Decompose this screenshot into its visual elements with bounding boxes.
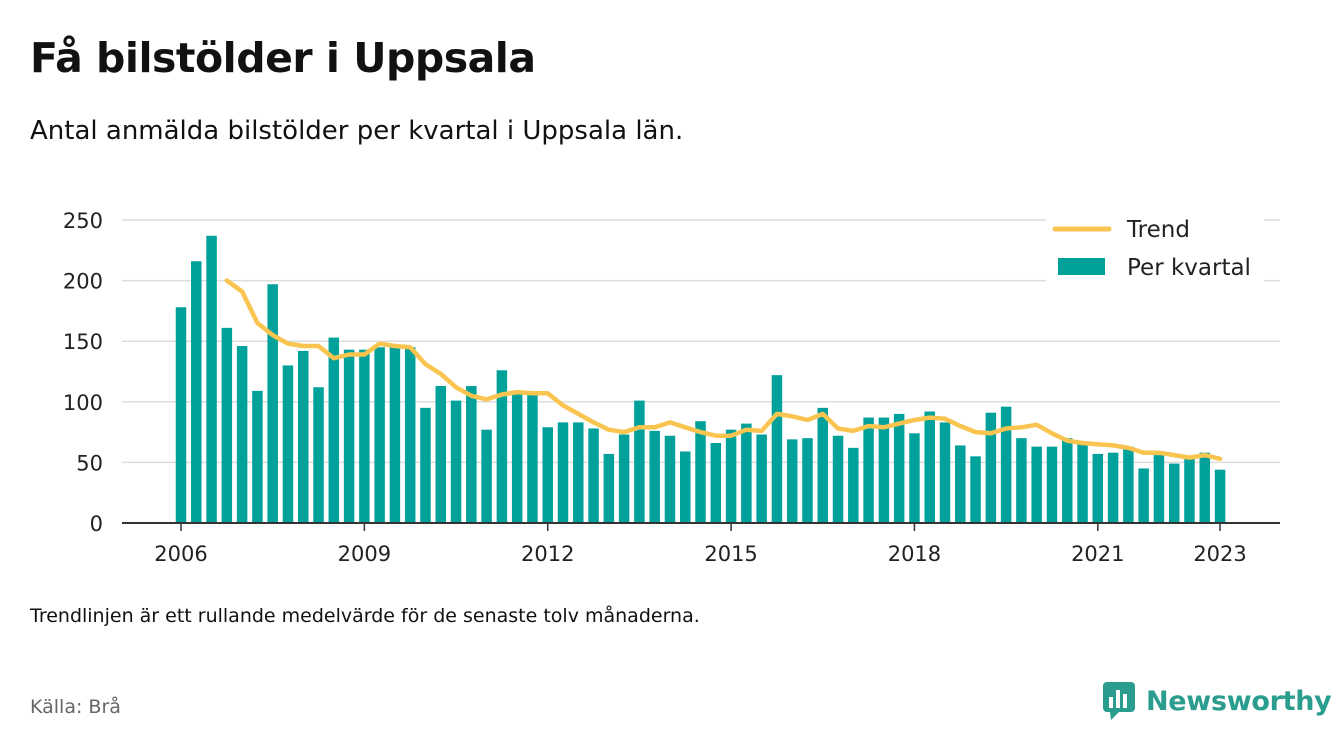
- bar: [236, 346, 248, 523]
- y-tick-label: 250: [63, 209, 103, 233]
- x-tick-label: 2021: [1071, 542, 1124, 566]
- bar: [786, 439, 798, 523]
- bar: [634, 400, 645, 523]
- bar: [435, 386, 447, 523]
- bar: [832, 435, 844, 523]
- x-tick-label: 2009: [338, 542, 391, 566]
- bar: [297, 350, 309, 523]
- bar: [939, 422, 951, 523]
- legend: Trend Per kvartal: [1046, 212, 1264, 282]
- x-tick-label: 2015: [704, 542, 757, 566]
- bar: [848, 447, 859, 523]
- x-tick-label: 2018: [888, 542, 941, 566]
- bar: [1046, 446, 1058, 523]
- y-tick-label: 0: [90, 512, 103, 536]
- bar: [603, 453, 615, 523]
- bar: [466, 386, 477, 523]
- brand-name: Newsworthy: [1146, 685, 1332, 717]
- bar-series: [175, 235, 1226, 523]
- bar: [191, 261, 202, 523]
- bar: [679, 451, 691, 523]
- bar: [252, 390, 263, 523]
- x-axis-ticks: 2006 2009 2012 2015 2018 2021 2023: [154, 523, 1247, 566]
- y-tick-label: 50: [76, 451, 103, 475]
- source-label: Källa: Brå: [30, 696, 121, 718]
- bar: [206, 235, 217, 523]
- bar: [817, 407, 829, 523]
- bar: [481, 429, 492, 523]
- bar: [1184, 458, 1195, 523]
- bar: [343, 349, 355, 523]
- bar: [955, 445, 966, 523]
- bar: [802, 438, 813, 523]
- bar: [1092, 453, 1104, 523]
- bar: [374, 347, 385, 523]
- bar: [496, 370, 508, 523]
- bar: [1107, 452, 1119, 523]
- bar: [878, 417, 890, 523]
- legend-bar-label: Per kvartal: [1127, 255, 1251, 281]
- bar: [741, 423, 752, 523]
- bar: [557, 422, 569, 523]
- bar: [1077, 444, 1088, 523]
- bar: [328, 337, 340, 523]
- bar: [1061, 438, 1073, 523]
- bar: [282, 365, 294, 523]
- bar: [710, 443, 722, 523]
- chart-title: Få bilstölder i Uppsala: [30, 34, 536, 82]
- bar: [267, 284, 278, 523]
- bar: [1214, 469, 1226, 523]
- chart: 0 50 100 150 200 250 2006 2009 2012 2015 2018 2021…: [63, 209, 1280, 566]
- bar: [909, 433, 920, 523]
- bar: [588, 428, 599, 523]
- bar: [970, 456, 981, 523]
- bar: [404, 347, 416, 523]
- bar: [771, 375, 783, 523]
- bar: [1016, 438, 1027, 523]
- x-tick-label: 2023: [1193, 542, 1246, 566]
- brand-logo: Newsworthy: [1102, 681, 1332, 721]
- bar: [985, 412, 997, 523]
- bar: [725, 429, 737, 523]
- bar: [664, 435, 676, 523]
- legend-trend-label: Trend: [1126, 217, 1190, 243]
- bar: [756, 434, 767, 523]
- y-tick-label: 150: [63, 330, 103, 354]
- bar: [695, 421, 706, 523]
- chart-subtitle: Antal anmälda bilstölder per kvartal i U…: [30, 116, 684, 146]
- bar: [420, 407, 431, 523]
- bar: [359, 349, 370, 523]
- bar: [389, 344, 401, 523]
- trend-line: [224, 278, 1223, 462]
- bar: [1138, 468, 1149, 523]
- bar: [1123, 446, 1134, 523]
- bar: [511, 393, 523, 523]
- bar-chart-icon: [1103, 682, 1135, 720]
- bar: [573, 422, 584, 523]
- bar: [863, 417, 874, 523]
- bar: [1168, 463, 1180, 523]
- bar: [175, 307, 187, 523]
- bar: [1153, 455, 1165, 523]
- bar: [649, 430, 660, 523]
- bar: [1000, 406, 1012, 523]
- bar: [542, 427, 553, 523]
- legend-bar-swatch: [1058, 258, 1105, 275]
- bar: [1199, 452, 1211, 523]
- y-tick-label: 100: [63, 391, 103, 415]
- bar: [893, 413, 905, 523]
- bar: [313, 387, 324, 523]
- y-axis-ticks: 0 50 100 150 200 250: [63, 209, 103, 536]
- bar: [618, 434, 630, 523]
- bar: [450, 400, 462, 523]
- x-tick-label: 2012: [521, 542, 574, 566]
- bar: [924, 411, 935, 523]
- x-tick-label: 2006: [154, 542, 207, 566]
- chart-note: Trendlinjen är ett rullande medelvärde f…: [30, 605, 700, 627]
- bar: [527, 393, 538, 523]
- y-tick-label: 200: [63, 270, 103, 294]
- bar: [221, 327, 233, 523]
- bar: [1031, 446, 1042, 523]
